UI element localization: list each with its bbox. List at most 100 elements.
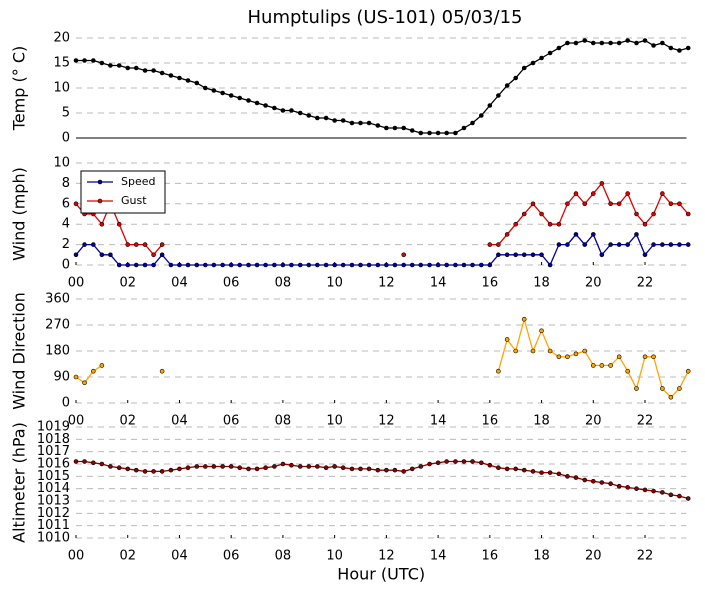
data-point	[677, 48, 682, 53]
data-point	[220, 464, 225, 469]
data-point	[582, 201, 588, 207]
data-point	[142, 262, 148, 268]
data-point	[496, 465, 501, 471]
data-point	[280, 262, 286, 268]
data-point	[108, 252, 113, 258]
data-point	[530, 201, 536, 207]
data-point	[539, 55, 544, 61]
data-point	[340, 262, 346, 268]
data-point	[151, 469, 156, 474]
x-tick-label: 22	[637, 276, 654, 291]
data-point	[82, 380, 87, 386]
data-point	[590, 232, 596, 237]
data-point	[159, 368, 165, 374]
data-point	[478, 262, 484, 268]
data-point	[246, 98, 251, 103]
series-line	[75, 182, 689, 256]
data-point	[487, 242, 493, 247]
data-point	[384, 467, 389, 473]
x-tick-label: 06	[223, 414, 240, 429]
data-point	[375, 262, 381, 268]
data-point	[289, 108, 294, 113]
data-point	[504, 83, 510, 88]
y-tick-label: 4	[62, 217, 70, 232]
x-axis-label: Hour (UTC)	[337, 565, 425, 584]
data-point	[478, 113, 484, 118]
data-point	[228, 262, 234, 268]
data-point	[685, 496, 691, 501]
data-point	[151, 252, 156, 258]
data-point	[634, 486, 639, 491]
data-point	[651, 242, 656, 247]
data-point	[634, 211, 639, 217]
data-point	[496, 252, 501, 258]
data-point	[323, 465, 329, 471]
data-point	[159, 242, 165, 247]
data-point	[651, 488, 656, 494]
data-point	[91, 58, 96, 63]
data-point	[73, 58, 79, 63]
data-point	[453, 262, 458, 268]
data-point	[573, 191, 579, 196]
series-line	[75, 316, 689, 399]
data-point	[487, 103, 493, 108]
y-tick-label: 10	[53, 156, 70, 171]
x-tick-label: 20	[585, 276, 602, 291]
data-point	[228, 93, 234, 98]
x-tick-label: 22	[637, 549, 654, 564]
data-point	[73, 459, 79, 464]
x-tick-label: 20	[585, 549, 602, 564]
y-tick-label: 1010	[37, 531, 70, 546]
data-point	[99, 60, 105, 66]
data-point	[168, 262, 174, 268]
data-point	[237, 95, 243, 101]
data-point	[125, 242, 131, 247]
data-point	[685, 211, 691, 217]
data-point	[82, 58, 87, 63]
data-point	[272, 262, 277, 268]
data-point	[651, 211, 656, 217]
data-point	[358, 262, 363, 268]
data-point	[99, 221, 105, 227]
data-point	[608, 242, 613, 247]
data-point	[340, 465, 346, 471]
data-point	[418, 464, 424, 469]
x-tick-label: 12	[378, 549, 395, 564]
x-tick-label: 10	[326, 276, 343, 291]
data-point	[168, 467, 174, 473]
data-point	[254, 100, 260, 106]
y-tick-label: 1018	[37, 432, 70, 447]
data-point	[625, 485, 630, 490]
data-point	[151, 68, 156, 73]
data-point	[470, 459, 475, 464]
data-point	[125, 65, 131, 71]
data-point	[685, 45, 691, 51]
y-tick-label: 0	[62, 131, 70, 146]
data-point	[91, 460, 96, 466]
data-point	[142, 68, 148, 73]
data-point	[159, 70, 165, 76]
data-point	[272, 464, 277, 469]
data-point	[521, 65, 527, 71]
data-point	[625, 191, 630, 196]
data-point	[470, 262, 475, 268]
data-point	[642, 38, 648, 43]
data-point	[599, 181, 605, 186]
data-point	[616, 354, 622, 360]
data-point	[349, 466, 355, 472]
y-tick-label: 1012	[37, 506, 70, 521]
data-point	[625, 242, 630, 247]
data-point	[220, 262, 225, 268]
data-point	[409, 128, 415, 133]
y-tick-label: 0	[62, 396, 70, 411]
data-point	[228, 464, 234, 469]
data-point	[565, 354, 570, 360]
data-point	[315, 262, 320, 268]
y-axis-label: Wind Direction	[10, 292, 29, 410]
data-point	[599, 363, 605, 368]
data-point	[668, 201, 674, 207]
data-point	[315, 115, 320, 121]
data-point	[513, 252, 518, 258]
data-point	[133, 262, 139, 268]
y-tick-label: 1019	[37, 420, 70, 435]
